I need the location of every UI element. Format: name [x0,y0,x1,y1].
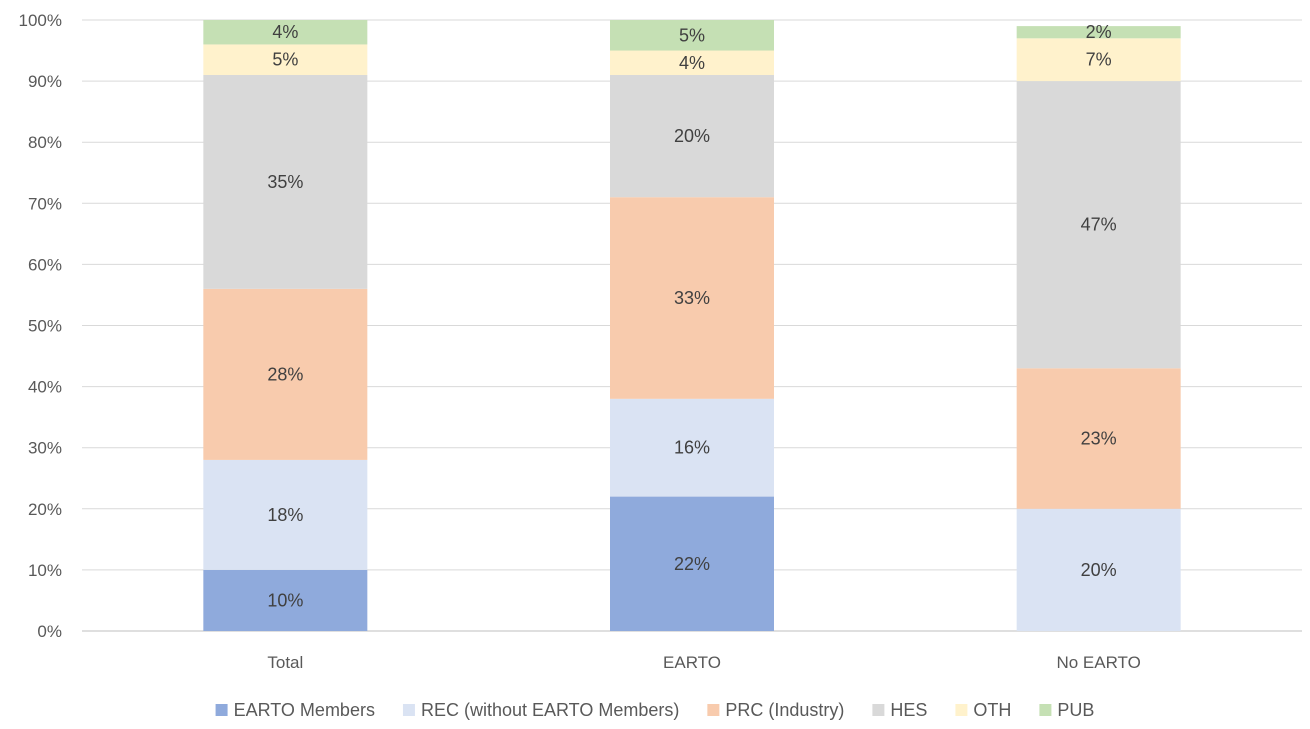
bar-segment [203,459,368,570]
y-tick-label: 80% [28,133,62,152]
legend-item: EARTO Members [215,700,375,720]
bars [203,20,1181,631]
data-label: 28% [267,364,303,384]
legend-item: HES [872,700,927,720]
legend-swatch [872,704,885,716]
data-label: 5% [679,25,705,45]
legend-swatch [955,704,968,716]
data-label: 18% [267,505,303,525]
data-label: 16% [674,438,710,458]
data-label: 10% [267,590,303,610]
bar-segment [610,74,774,198]
data-label: 23% [1081,429,1117,449]
data-label: 35% [267,172,303,192]
data-label: 33% [674,288,710,308]
legend: EARTO Members REC (without EARTO Members)… [215,700,1094,720]
data-label: 20% [674,126,710,146]
y-tick-label: 40% [28,378,62,397]
legend-item: OTH [955,700,1011,720]
legend-label: REC (without EARTO Members) [421,700,679,720]
bar-segment [203,569,368,631]
x-axis-category-labels: Total EARTO No EARTO [267,653,1140,672]
legend-item: PRC (Industry) [707,700,844,720]
legend-swatch [707,704,720,716]
y-tick-label: 10% [28,561,62,580]
bar-segment [610,398,774,497]
x-category-label: Total [267,653,303,672]
bar-segment [203,288,368,460]
y-tick-label: 20% [28,500,62,519]
legend-label: HES [890,700,927,720]
data-labels: 10% 18% 28% 35% 5% 4% 22% 16% 33% 20% 4% 5% 20% 23% 47… [267,22,1116,610]
y-axis-tick-labels: 0% 10% 20% 30% 40% 50% 60% 70% 80% 90% 100% [19,11,62,641]
y-tick-label: 90% [28,72,62,91]
y-tick-label: 30% [28,439,62,458]
bar-segment [1016,508,1181,631]
bar-segment [203,44,368,75]
bar-segment [1016,38,1181,82]
legend-swatch [1039,704,1052,716]
x-category-label: EARTO [663,653,721,672]
legend-label: OTH [973,700,1011,720]
y-tick-label: 100% [19,11,62,30]
y-tick-label: 60% [28,255,62,274]
bar-segment [1016,81,1181,369]
legend-label: PUB [1057,700,1094,720]
data-label: 47% [1081,215,1117,235]
bar-segment [610,50,774,75]
data-label: 2% [1086,22,1112,42]
legend-swatch [402,704,415,716]
bar-segment [610,197,774,399]
bar-segment [610,20,774,51]
data-label: 22% [674,554,710,574]
legend-label: EARTO Members [234,700,375,720]
bar-segment [203,20,368,45]
bar-segment [1016,26,1181,39]
x-category-label: No EARTO [1056,653,1140,672]
legend-swatch [215,704,228,716]
data-label: 7% [1086,50,1112,70]
y-tick-label: 70% [28,194,62,213]
data-label: 5% [272,50,298,70]
data-label: 4% [272,22,298,42]
y-tick-label: 0% [37,622,62,641]
bar-segment [610,496,774,631]
legend-item: REC (without EARTO Members) [402,700,679,720]
data-label: 20% [1081,560,1117,580]
data-label: 4% [679,53,705,73]
bar-segment [203,74,368,289]
y-tick-label: 50% [28,317,62,336]
legend-label: PRC (Industry) [725,700,844,720]
legend-item: PUB [1039,700,1094,720]
bar-segment [1016,368,1181,509]
